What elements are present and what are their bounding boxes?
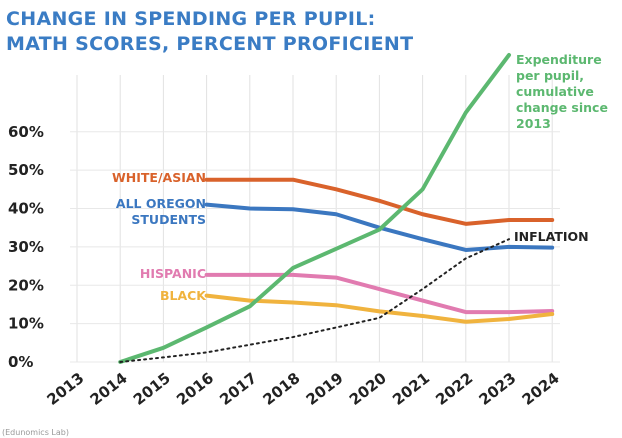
series-label: INFLATION [514,229,589,244]
x-tick-label: 2018 [259,369,303,409]
series-line [204,293,555,324]
series-label: BLACK [159,288,206,303]
y-tick-label: 20% [8,276,44,294]
x-tick-label: 2017 [216,369,260,409]
series-label: HISPANIC [139,266,206,281]
x-tick-label: 2013 [43,369,87,409]
chart-subtitle: MATH SCORES, PERCENT PROFICIENT [6,33,414,55]
x-tick-label: 2022 [432,369,476,409]
x-tick-label: 2015 [130,369,174,409]
x-tick-label: 2021 [389,369,433,409]
y-tick-label: 60% [8,123,44,141]
x-tick-label: 2024 [519,369,563,409]
series-line [204,272,555,315]
x-tick-label: 2014 [87,369,131,409]
y-tick-label: 0% [8,353,33,371]
x-tick-label: 2016 [173,369,217,409]
x-tick-label: 2023 [475,369,519,409]
y-tick-label: 30% [8,238,44,256]
series-label: WHITE/ASIAN [112,170,206,185]
series-line [118,53,511,364]
series-label: Expenditure per pupil, cumulative change… [516,52,608,131]
series-label: ALL OREGON STUDENTS [115,196,206,227]
source: (Edunomics Lab) [2,428,69,437]
y-tick-label: 40% [8,200,44,218]
series-line [119,238,510,363]
x-tick-label: 2019 [303,369,347,409]
y-tick-label: 10% [8,315,44,333]
x-tick-label: 2020 [346,369,390,409]
chart-title: CHANGE IN SPENDING PER PUPIL: [6,8,376,30]
y-tick-label: 50% [8,161,44,179]
series-line [204,177,555,226]
